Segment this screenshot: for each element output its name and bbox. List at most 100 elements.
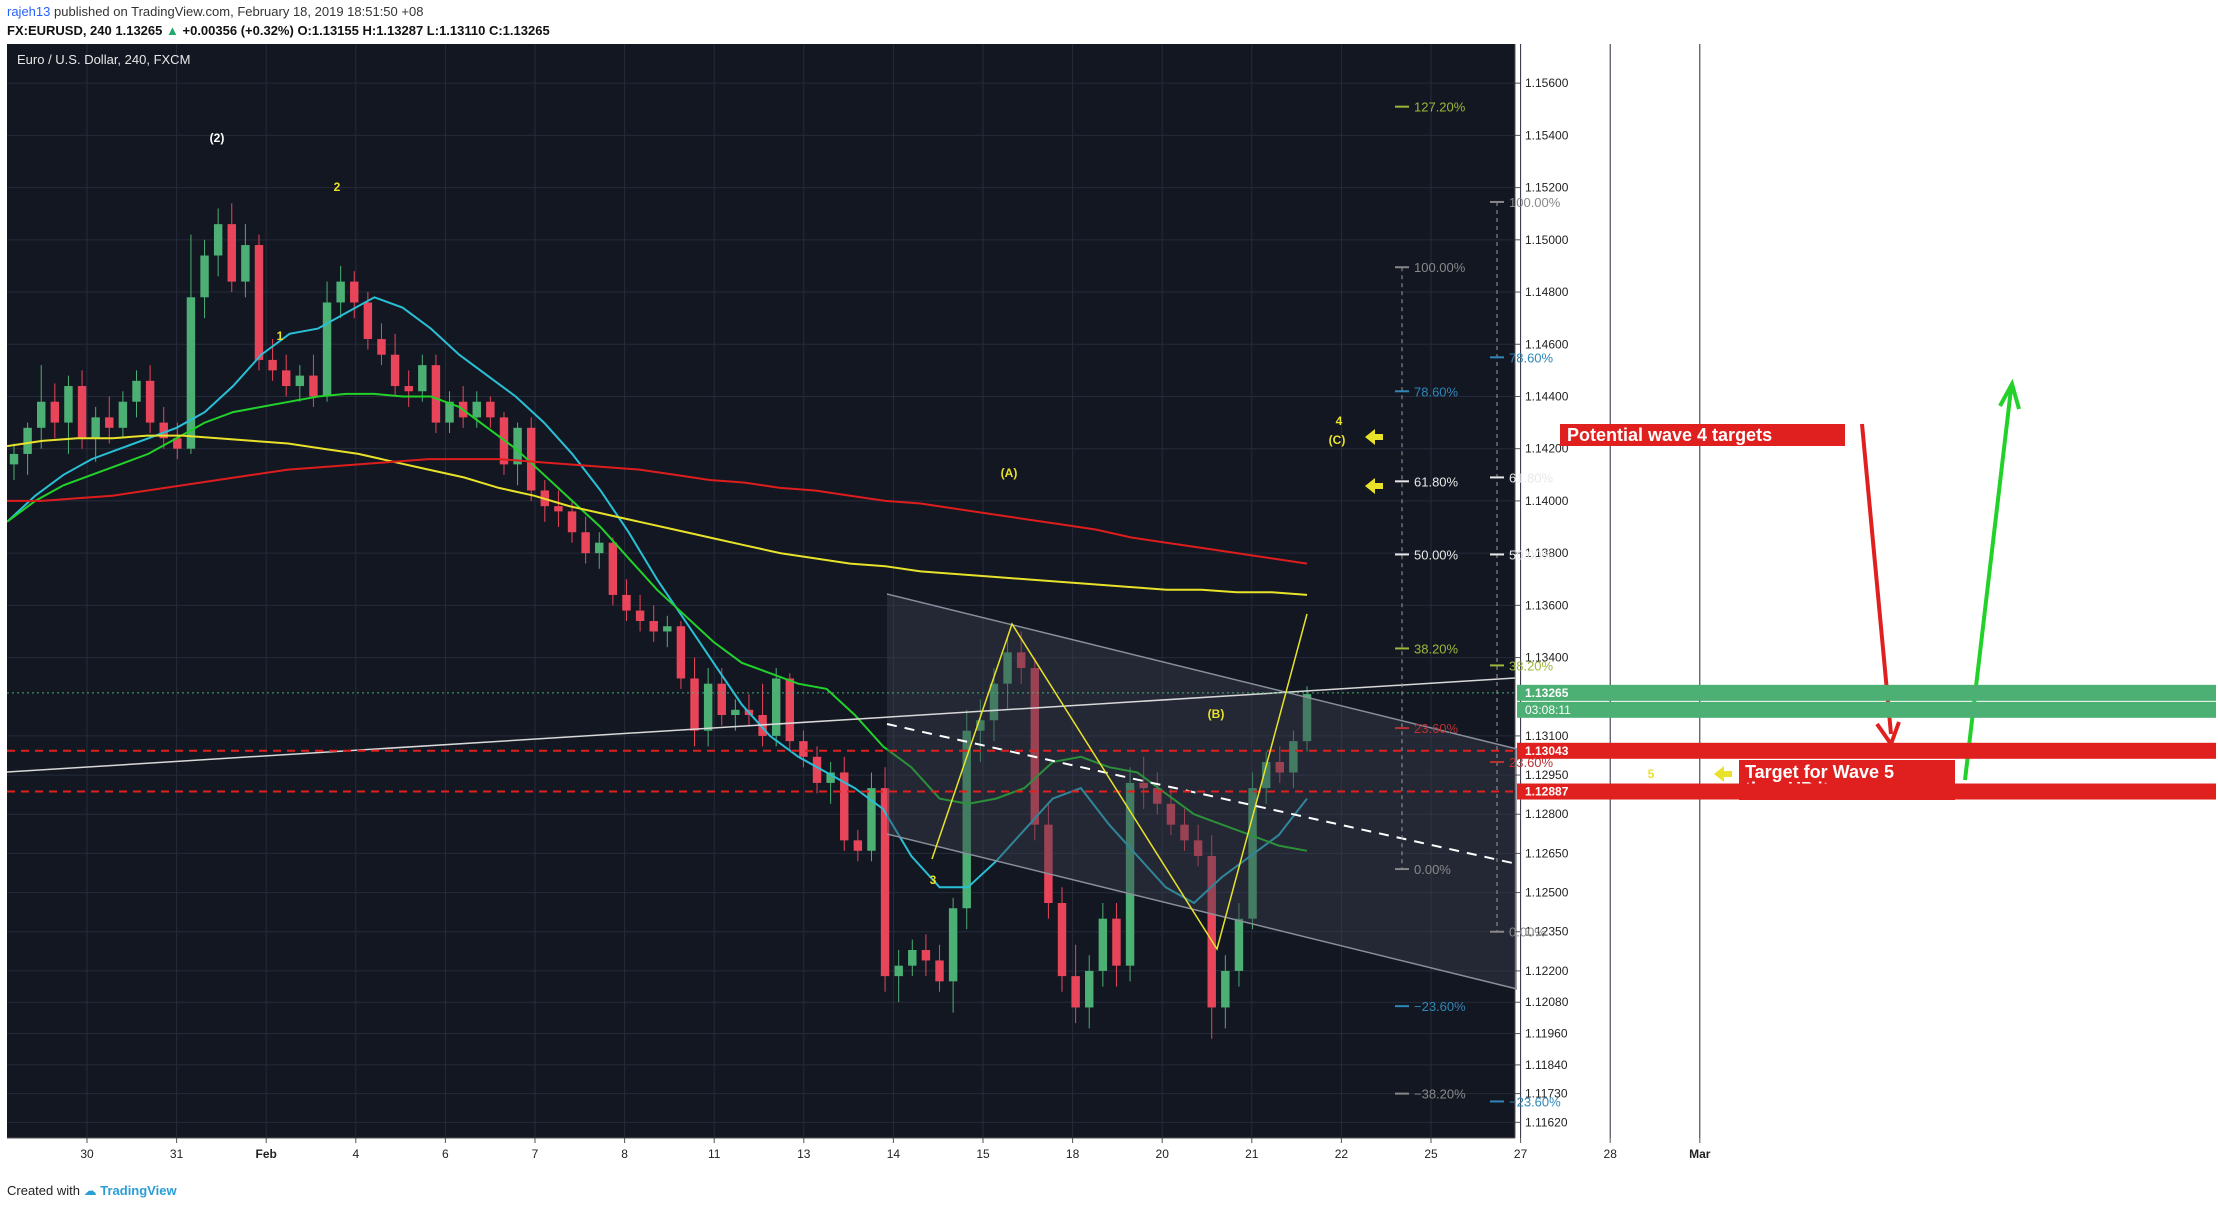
x-tick-label: 28 <box>1604 1147 1618 1161</box>
fib-left-label: 127.20% <box>1414 100 1466 115</box>
y-tick-label: 1.11840 <box>1525 1058 1568 1072</box>
y-tick-label: 1.12080 <box>1525 995 1569 1009</box>
wave-label: (C) <box>1329 433 1346 447</box>
ohlc-values: O:1.13155 H:1.13287 L:1.13110 C:1.13265 <box>297 23 550 38</box>
candle-body <box>159 422 168 439</box>
fib-left-label: −23.60% <box>1414 999 1466 1014</box>
wave4-annotation-box <box>1560 424 1845 446</box>
candle-body <box>608 542 618 595</box>
fib-right-label: 100.00% <box>1509 195 1561 210</box>
candle-body <box>935 960 944 982</box>
candle-body <box>1071 976 1080 1008</box>
price-label-box <box>1517 684 2216 701</box>
candle-body <box>173 438 182 449</box>
x-tick-label: 6 <box>442 1147 449 1161</box>
candle-body <box>976 720 985 731</box>
symbol-quote-line: FX:EURUSD, 240 1.13265 ▲ +0.00356 (+0.32… <box>7 23 550 38</box>
wave-label: 2 <box>334 180 341 194</box>
candle-body <box>826 772 835 783</box>
candle-body <box>363 302 373 340</box>
candle-body <box>635 610 645 622</box>
tradingview-logo-icon: ☁ <box>83 1183 97 1198</box>
countdown-label: 03:08:11 <box>1525 703 1571 717</box>
candle-body <box>948 908 958 982</box>
candle-body <box>1030 668 1040 825</box>
candle-body <box>9 453 19 465</box>
chart-title: Euro / U.S. Dollar, 240, FXCM <box>17 52 190 67</box>
long-trend-line <box>6 677 1516 773</box>
fib-left-label: 0.00% <box>1414 862 1451 877</box>
wave-label: (B) <box>1208 707 1225 721</box>
y-tick-label: 1.11620 <box>1525 1115 1568 1129</box>
candle-body <box>1221 970 1230 1008</box>
y-tick-label: 1.13600 <box>1525 598 1569 612</box>
price-chart[interactable]: 1.15600 1.15400 1.15200 1.15000 1.14800 1.146… <box>6 44 2218 1179</box>
candle-body <box>1289 741 1298 773</box>
y-tick-label: 1.11730 <box>1525 1087 1568 1101</box>
y-tick-label: 1.12500 <box>1525 886 1569 900</box>
candle-body <box>622 594 631 611</box>
candle-body <box>105 417 114 428</box>
x-tick-label: 8 <box>621 1147 628 1161</box>
price-label-value: 1.12887 <box>1525 785 1569 799</box>
publisher-user[interactable]: rajeh13 <box>7 4 51 19</box>
fib-right-label: −23.60% <box>1509 1094 1561 1109</box>
candle-body <box>649 621 658 632</box>
candle-body <box>1139 782 1148 789</box>
candle-body <box>921 950 931 961</box>
x-tick-label: 22 <box>1335 1147 1349 1161</box>
candle-body <box>1180 824 1189 841</box>
x-tick-label: 21 <box>1245 1147 1259 1161</box>
candle-body <box>567 511 577 533</box>
candle-body <box>840 772 849 841</box>
y-tick-label: 1.14800 <box>1525 285 1569 299</box>
wave-label: 5 <box>1648 767 1655 781</box>
candle-body <box>812 756 822 783</box>
candle-body <box>1234 918 1244 971</box>
candle-body <box>853 840 863 851</box>
candle-body <box>1044 824 1053 904</box>
y-tick-label: 1.12200 <box>1525 964 1569 978</box>
candle-body <box>200 255 209 298</box>
candle-body <box>894 965 903 977</box>
candle-body <box>731 709 740 716</box>
candle-body <box>703 683 713 731</box>
candle-body <box>1003 652 1012 684</box>
candle-body <box>1085 970 1094 1008</box>
candle-body <box>554 506 563 512</box>
up-arrow-head-icon <box>1998 378 2021 410</box>
created-with-label: Created with <box>7 1183 80 1198</box>
chart-area[interactable]: 1.15600 1.15400 1.15200 1.15000 1.14800 1.146… <box>6 44 2218 1179</box>
candle-body <box>1261 762 1271 789</box>
target-arrow-icon <box>1365 478 1383 494</box>
fib-left-label: 38.20% <box>1414 641 1459 656</box>
y-tick-label: 1.14000 <box>1525 494 1569 508</box>
candle-body <box>336 281 345 303</box>
tradingview-brand[interactable]: TradingView <box>100 1183 177 1198</box>
wave-label: (A) <box>1001 466 1018 480</box>
candle-body <box>513 427 522 465</box>
candle-body <box>64 386 73 423</box>
wave4-annotation-text: Potential wave 4 targets <box>1567 425 1772 445</box>
x-tick-label: 15 <box>976 1147 990 1161</box>
candle-body <box>390 354 400 387</box>
y-tick-label: 1.12650 <box>1525 846 1569 860</box>
candle-body <box>908 950 917 966</box>
candle-body <box>37 401 46 428</box>
candle-body <box>486 401 495 418</box>
candle-body <box>213 224 223 256</box>
candle-body <box>1207 856 1216 1008</box>
price-label-box <box>1517 742 2216 759</box>
candle-body <box>350 281 359 303</box>
candle-body <box>1125 782 1135 966</box>
fib-left-label: −38.20% <box>1414 1087 1466 1102</box>
candle-body <box>1098 918 1108 971</box>
x-tick-label: Feb <box>256 1147 277 1161</box>
y-tick-label: 1.12950 <box>1525 768 1569 782</box>
candle-body <box>676 626 686 679</box>
candle-body <box>595 542 604 554</box>
candle-body <box>23 427 32 454</box>
publisher-line: rajeh13 published on TradingView.com, Fe… <box>7 4 423 19</box>
countdown-box <box>1517 701 2216 718</box>
candle-body <box>91 417 100 439</box>
